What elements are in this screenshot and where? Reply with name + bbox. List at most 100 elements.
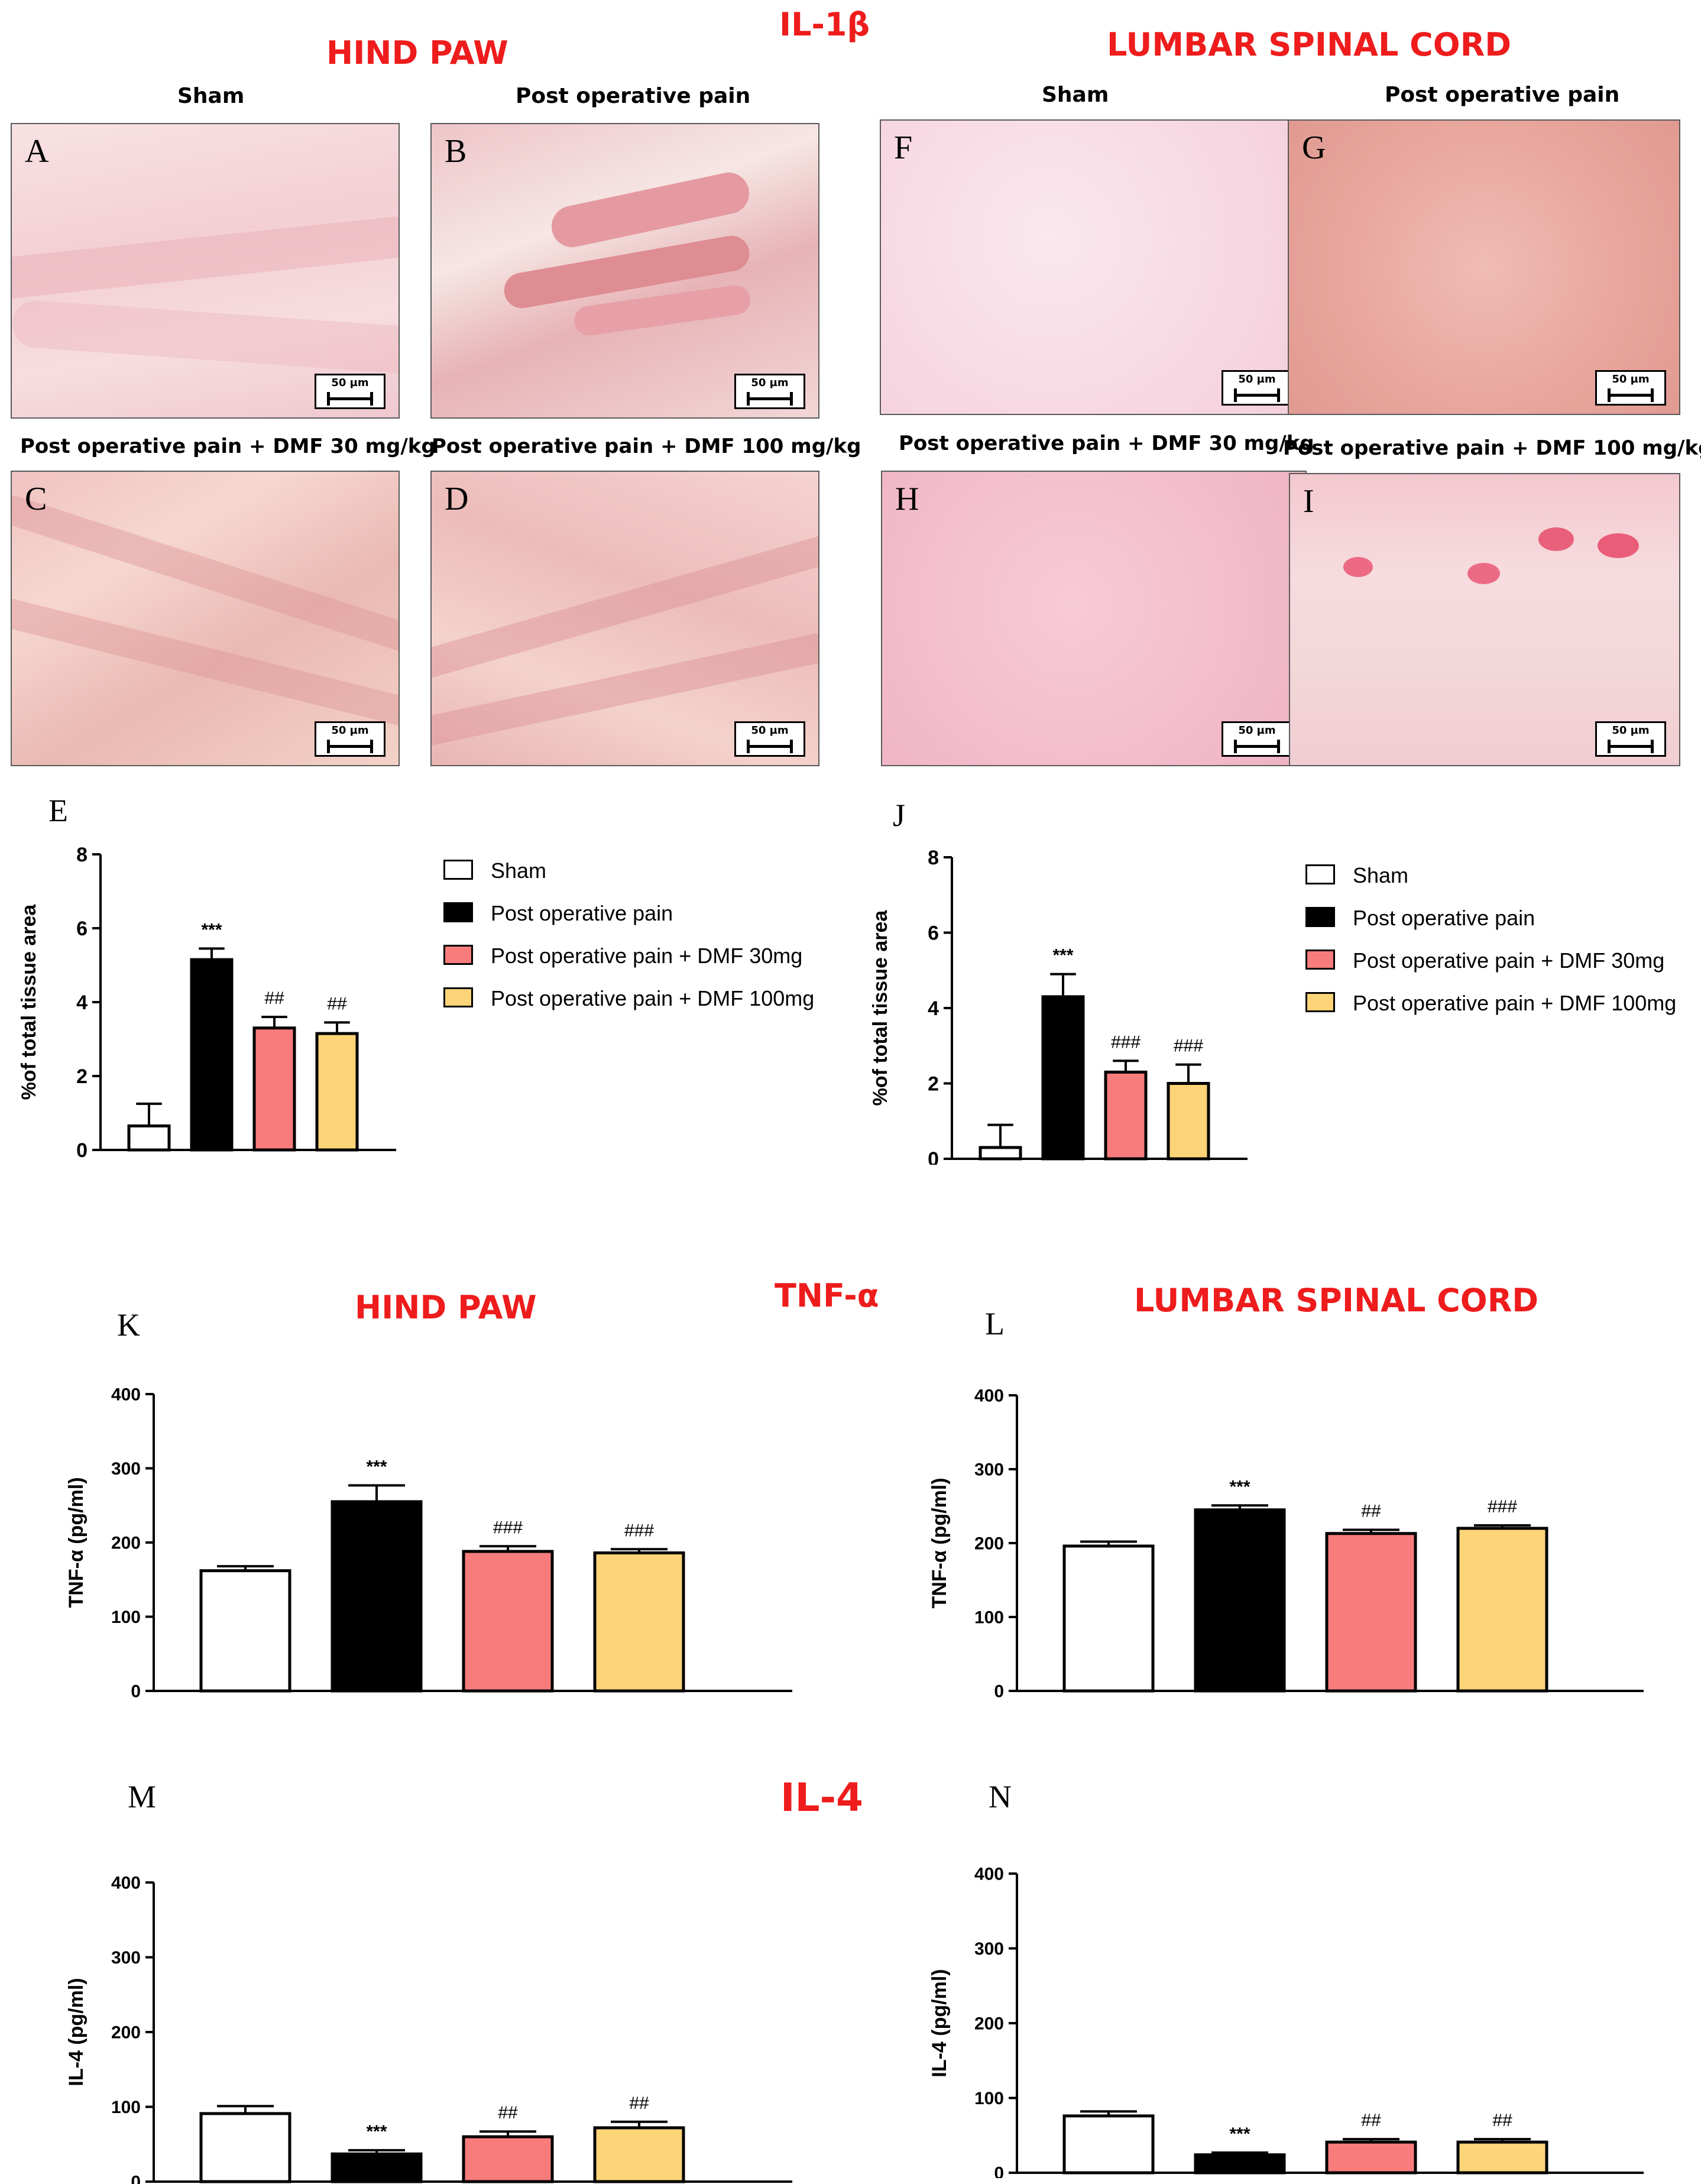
caption-h: Post operative pain + DMF 30 mg/kg xyxy=(899,432,1314,455)
micrograph-c: C 50 µm xyxy=(11,471,400,766)
caption-d: Post operative pain + DMF 100 mg/kg xyxy=(432,435,861,458)
significance-label: ## xyxy=(498,2103,518,2123)
significance-label: ### xyxy=(1488,1497,1517,1517)
bar xyxy=(979,1146,1022,1161)
y-tick-label: 2 xyxy=(76,1065,88,1088)
legend-swatch xyxy=(443,945,473,965)
y-tick-label: 300 xyxy=(974,1939,1004,1959)
micrograph-f: F 50 µm xyxy=(880,119,1307,415)
bar xyxy=(593,2126,685,2183)
caption-c: Post operative pain + DMF 30 mg/kg xyxy=(20,435,436,458)
bar xyxy=(462,1550,554,1693)
caption-i: Post operative pain + DMF 100 mg/kg xyxy=(1283,436,1701,460)
spinal-cord-subtitle: LUMBAR SPINAL CORD xyxy=(1134,1282,1539,1319)
panel-letter-i: I xyxy=(1303,483,1314,520)
significance-label: ## xyxy=(1492,2111,1512,2130)
y-tick-label: 2 xyxy=(928,1072,939,1095)
legend-swatch xyxy=(1305,950,1335,970)
il1b-title: IL-1β xyxy=(779,6,870,43)
bar xyxy=(1194,2153,1286,2175)
micrograph-b: B 50 µm xyxy=(430,123,819,419)
bar xyxy=(1062,1544,1155,1693)
chart-m: 0 100 200 300 400 IL-4 (pg/ml) *** ## ## xyxy=(65,1874,792,2184)
panel-letter-g: G xyxy=(1302,129,1326,166)
panel-letter-c: C xyxy=(25,481,47,517)
caption-f: Sham xyxy=(1042,83,1109,107)
y-tick-label: 300 xyxy=(111,1948,141,1968)
tnfa-title: TNF-α xyxy=(775,1277,879,1314)
y-tick-label: 300 xyxy=(111,1459,141,1479)
bar xyxy=(331,2152,423,2183)
panel-letter-b: B xyxy=(445,133,467,170)
y-tick-label: 100 xyxy=(974,1608,1004,1628)
panel-letter-k: K xyxy=(117,1307,140,1343)
y-tick-label: 400 xyxy=(974,1386,1004,1406)
bar xyxy=(331,1500,423,1693)
bar xyxy=(1194,1508,1286,1693)
significance-label: ## xyxy=(327,994,347,1013)
significance-label: ### xyxy=(624,1521,654,1540)
scale-bar: 50 µm xyxy=(1222,370,1292,406)
y-tick-label: 0 xyxy=(928,1148,939,1165)
bar xyxy=(252,1026,296,1152)
y-tick-label: 400 xyxy=(974,1865,1004,1884)
scale-bar: 50 µm xyxy=(1222,721,1292,757)
micrograph-g: G 50 µm xyxy=(1288,119,1680,415)
y-tick-label: 100 xyxy=(111,2098,141,2117)
bar xyxy=(1062,2114,1155,2175)
significance-label: *** xyxy=(366,2122,387,2141)
y-tick-label: 4 xyxy=(76,991,88,1014)
scale-bar: 50 µm xyxy=(734,374,805,409)
legend-swatch xyxy=(1305,992,1335,1012)
scale-bar: 50 µm xyxy=(315,721,385,757)
bar xyxy=(462,2135,554,2183)
micrograph-i: I 50 µm xyxy=(1289,473,1680,766)
y-tick-label: 4 xyxy=(928,997,939,1020)
y-tick-label: 200 xyxy=(974,2014,1004,2034)
significance-label: ## xyxy=(629,2094,649,2113)
significance-label: *** xyxy=(1052,946,1073,965)
panel-letter-n: N xyxy=(989,1779,1012,1814)
chart-n: 0 100 200 300 400 IL-4 (pg/ml) *** ## ## xyxy=(928,1865,1644,2178)
y-axis-label: %of total tissue area xyxy=(18,904,40,1100)
caption-b: Post operative pain xyxy=(516,84,751,108)
panel-letter-d: D xyxy=(445,481,469,517)
y-tick-label: 100 xyxy=(974,2089,1004,2108)
bar xyxy=(1104,1070,1148,1161)
y-tick-label: 200 xyxy=(111,1534,141,1553)
y-tick-label: 6 xyxy=(928,922,939,944)
legend-swatch xyxy=(443,860,473,880)
spinal-cord-title: LUMBAR SPINAL CORD xyxy=(1107,26,1512,63)
y-axis-label: IL-4 (pg/ml) xyxy=(65,1978,88,2086)
hind-paw-subtitle: HIND PAW xyxy=(355,1289,537,1326)
significance-label: *** xyxy=(201,920,222,939)
bar xyxy=(1325,2140,1417,2175)
scale-bar: 50 µm xyxy=(1595,721,1666,757)
legend-swatch xyxy=(1305,907,1335,927)
y-tick-label: 100 xyxy=(111,1608,141,1627)
panel-letter-e: E xyxy=(48,793,68,828)
bar xyxy=(593,1551,685,1693)
y-axis-label: %of total tissue area xyxy=(869,910,892,1106)
bar xyxy=(1041,995,1085,1161)
panel-letter-h: H xyxy=(895,481,919,517)
bar xyxy=(199,1569,291,1693)
bar xyxy=(1456,1527,1548,1693)
micrograph-d: D 50 µm xyxy=(430,471,819,766)
significance-label: *** xyxy=(1229,2124,1250,2144)
y-tick-label: 300 xyxy=(974,1460,1004,1480)
bar xyxy=(127,1124,171,1152)
significance-label: ### xyxy=(1111,1032,1141,1052)
y-tick-label: 6 xyxy=(76,918,88,940)
micrograph-h: H 50 µm xyxy=(881,471,1307,766)
panel-letter-m: M xyxy=(128,1779,157,1814)
panel-letter-l: L xyxy=(985,1306,1005,1341)
panel-letter-f: F xyxy=(894,129,913,166)
significance-label: ## xyxy=(264,989,284,1008)
y-axis-label: TNF-α (pg/ml) xyxy=(65,1477,88,1608)
bar xyxy=(1167,1082,1210,1161)
legend-swatch xyxy=(443,902,473,922)
significance-label: ### xyxy=(1174,1036,1203,1056)
y-tick-label: 0 xyxy=(994,1682,1004,1702)
bar xyxy=(190,958,234,1152)
